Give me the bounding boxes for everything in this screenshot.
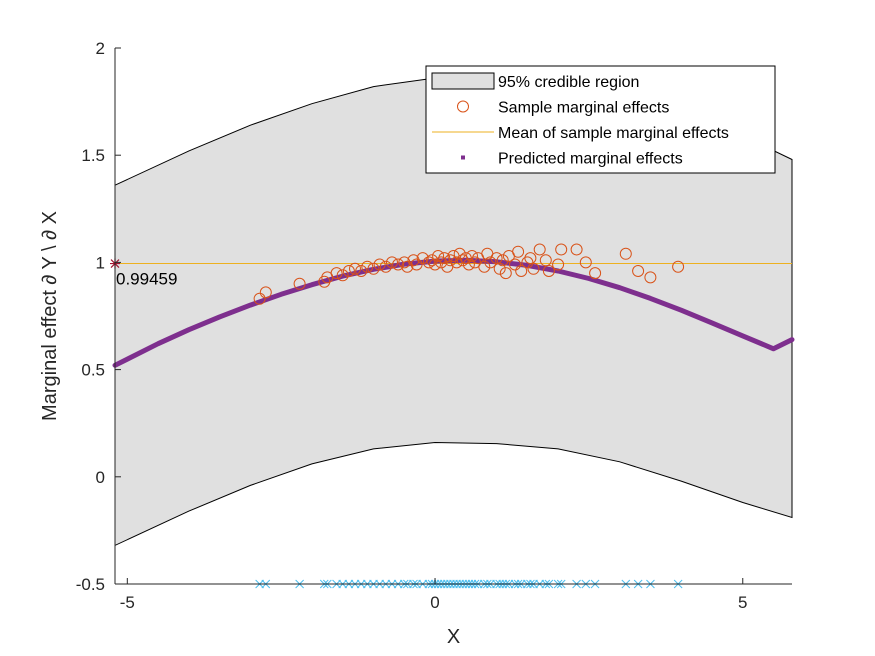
- sample-point: [632, 265, 645, 277]
- sample-point: [435, 256, 448, 269]
- sample-point: [426, 254, 438, 267]
- axes: -5 0 5 -0.5 0 0.5 1 1.5 2: [76, 39, 792, 612]
- sample-point: [416, 252, 429, 265]
- sample-point: [555, 243, 568, 256]
- y-tick-label: 1: [96, 253, 105, 272]
- y-tick-label: 2: [96, 39, 105, 58]
- sample-point: [330, 267, 343, 280]
- sample-point: [453, 247, 466, 260]
- legend-swatch-sample: [457, 100, 469, 113]
- sample-point: [521, 256, 534, 269]
- sample-point: [493, 262, 506, 275]
- sample-point: [410, 258, 423, 271]
- sample-point: [444, 254, 457, 267]
- y-tick-label: 1.5: [81, 146, 105, 165]
- sample-point: [367, 262, 380, 275]
- x-tick-label: -5: [120, 593, 135, 612]
- sample-point: [373, 258, 386, 271]
- sample-point: [398, 256, 411, 269]
- x-ticks: -5 0 5: [120, 578, 747, 612]
- x-tick-label: 5: [738, 593, 747, 612]
- sample-point: [478, 260, 491, 273]
- legend-label: Mean of sample marginal effects: [498, 125, 729, 142]
- sample-point: [466, 250, 478, 262]
- sample-point: [293, 277, 306, 290]
- sample-point: [432, 250, 445, 262]
- sample-point: [512, 245, 525, 258]
- credible-region: [114, 75, 793, 547]
- sample-point: [524, 252, 537, 265]
- sample-point: [672, 260, 685, 273]
- y-ticks: -0.5 0 0.5 1 1.5 2: [76, 39, 121, 594]
- plot-area: 0.99459: [110, 75, 795, 589]
- sample-point: [429, 258, 441, 271]
- sample-point: [355, 265, 368, 277]
- legend-swatch-region: [431, 72, 495, 90]
- y-tick-label: 0.5: [81, 361, 105, 380]
- legend-swatch-predicted: [461, 155, 465, 160]
- y-axis-label: Marginal effect ∂ Y \ ∂ X: [39, 211, 61, 421]
- sample-point: [552, 258, 565, 271]
- legend-label: Predicted marginal effects: [498, 151, 683, 168]
- annotation-label: 0.99459: [116, 270, 177, 289]
- sample-point: [644, 271, 657, 284]
- sample-point: [462, 258, 475, 271]
- sample-point: [386, 256, 398, 269]
- sample-point: [570, 243, 583, 256]
- sample-point: [342, 265, 355, 277]
- sample-point: [542, 265, 555, 277]
- legend-label: Sample marginal effects: [498, 100, 669, 117]
- sample-point: [496, 254, 509, 267]
- sample-point: [619, 247, 632, 260]
- sample-point: [259, 286, 272, 299]
- sample-point: [318, 275, 331, 288]
- y-tick-label: 0: [96, 468, 105, 487]
- x-axis-label: X: [447, 626, 460, 648]
- y-tick-label: -0.5: [76, 575, 105, 594]
- x-tick-label: 0: [430, 593, 439, 612]
- sample-point: [253, 292, 266, 305]
- sample-point: [484, 256, 497, 269]
- sample-point: [490, 252, 503, 265]
- sample-point: [438, 252, 451, 265]
- sample-point: [533, 243, 546, 256]
- legend: 95% credible region Sample marginal effec…: [425, 65, 776, 174]
- sample-point: [392, 258, 405, 271]
- sample-point: [579, 256, 592, 269]
- sample-point: [407, 254, 420, 267]
- sample-points: [253, 243, 685, 305]
- sample-point: [422, 256, 435, 269]
- sample-point: [539, 254, 552, 267]
- sample-point: [336, 269, 349, 282]
- sample-point: [361, 260, 374, 273]
- sample-point: [515, 265, 528, 277]
- sample-point: [509, 258, 521, 271]
- sample-point: [499, 267, 512, 280]
- legend-label: 95% credible region: [498, 74, 639, 91]
- sample-point: [527, 262, 540, 275]
- sample-point: [589, 267, 602, 280]
- legend-items: 95% credible region Sample marginal effec…: [431, 72, 729, 168]
- sample-point: [349, 262, 361, 275]
- sample-point: [401, 260, 414, 273]
- sample-point: [379, 260, 392, 273]
